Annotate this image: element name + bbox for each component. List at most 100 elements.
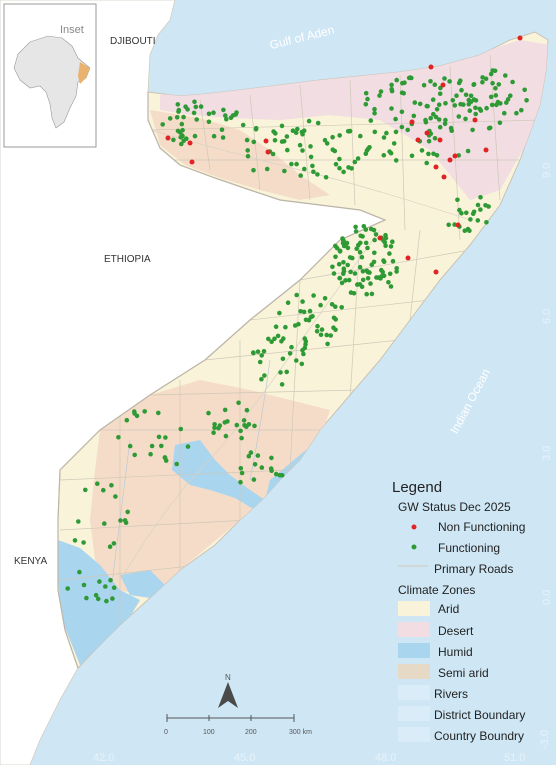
well-marker-functioning (360, 277, 366, 283)
well-marker-functioning (449, 128, 455, 133)
well-marker-functioning (353, 229, 359, 234)
well-marker-functioning (236, 400, 241, 406)
humid-zone-patch (120, 570, 165, 598)
well-marker-functioning (264, 166, 270, 172)
well-marker-functioning (464, 210, 469, 216)
well-marker-functioning (372, 237, 377, 243)
well-marker-functioning (97, 579, 102, 584)
well-marker-functioning (343, 278, 348, 283)
well-marker-functioning (266, 336, 271, 342)
well-marker-functioning (524, 98, 529, 103)
well-marker-functioning (387, 251, 392, 256)
well-marker-functioning (368, 281, 373, 286)
well-marker-functioning (325, 341, 330, 347)
well-marker-functioning (160, 122, 165, 127)
north-arrow: N (218, 673, 238, 708)
well-marker-non-functioning (437, 137, 443, 143)
latitude-ticks: 9.0 6.0 3.0 0.0 -3.0 (539, 163, 553, 749)
well-marker-functioning (375, 275, 381, 280)
well-marker-functioning (399, 109, 405, 115)
well-marker-functioning (493, 93, 499, 98)
well-marker-functioning (497, 120, 503, 126)
well-marker-functioning (367, 145, 372, 150)
well-marker-functioning (318, 332, 324, 338)
well-marker-functioning (333, 317, 339, 322)
well-marker-functioning (211, 430, 216, 436)
well-marker-functioning (273, 471, 279, 477)
well-marker-functioning (383, 243, 388, 248)
well-marker-functioning (279, 382, 285, 387)
well-marker-functioning (299, 129, 305, 135)
legend-semi-arid-label: Semi arid (438, 666, 489, 680)
well-marker-functioning (311, 169, 316, 175)
well-marker-functioning (357, 264, 363, 270)
well-marker-functioning (246, 453, 252, 459)
well-marker-functioning (423, 117, 428, 123)
well-marker-functioning (459, 87, 464, 93)
well-marker-functioning (383, 232, 388, 238)
well-marker-functioning (298, 309, 303, 314)
well-marker-functioning (177, 130, 183, 135)
well-marker-functioning (456, 153, 462, 158)
well-marker-functioning (330, 264, 335, 270)
well-marker-functioning (339, 305, 345, 310)
well-marker-functioning (191, 110, 197, 116)
well-marker-functioning (281, 139, 287, 144)
well-marker-functioning (270, 151, 276, 157)
well-marker-functioning (522, 87, 527, 93)
legend-climate-title: Climate Zones (398, 583, 475, 597)
legend-district-label: District Boundary (434, 708, 525, 722)
well-marker-functioning (272, 336, 277, 342)
well-marker-functioning (248, 450, 254, 455)
well-marker-functioning (93, 592, 99, 598)
well-marker-functioning (361, 224, 367, 229)
well-marker-functioning (179, 141, 184, 147)
well-marker-functioning (363, 102, 369, 107)
well-marker-functioning (341, 271, 346, 277)
well-marker-functioning (454, 93, 459, 98)
legend-arid-label: Arid (438, 602, 459, 616)
well-marker-functioning (475, 202, 481, 208)
well-marker-functioning (228, 115, 234, 121)
well-marker-functioning (251, 139, 257, 145)
well-marker-functioning (257, 359, 263, 365)
lon-tick-48: 48.0 (375, 752, 396, 764)
legend-roads-label: Primary Roads (434, 562, 513, 576)
lat-tick-9: 9.0 (541, 163, 553, 178)
well-marker-functioning (471, 82, 477, 87)
well-marker-functioning (386, 280, 391, 285)
well-marker-functioning (391, 141, 397, 146)
well-marker-functioning (101, 487, 106, 493)
well-marker-functioning (384, 130, 389, 136)
well-marker-functioning (142, 409, 147, 414)
well-marker-functioning (148, 451, 153, 457)
well-marker-functioning (394, 269, 399, 274)
well-marker-functioning (365, 269, 371, 275)
scale-tick-100: 100 (203, 729, 215, 736)
well-marker-functioning (458, 101, 463, 107)
well-marker-functioning (473, 98, 479, 103)
well-marker-functioning (377, 93, 382, 98)
well-marker-functioning (405, 127, 411, 133)
well-marker-functioning (302, 166, 307, 172)
well-marker-functioning (116, 435, 121, 440)
well-marker-functioning (310, 163, 315, 169)
well-marker-functioning (259, 353, 265, 358)
well-marker-functioning (348, 269, 353, 275)
well-marker-functioning (295, 126, 300, 132)
well-marker-functioning (284, 369, 290, 375)
well-marker-functioning (259, 465, 265, 470)
well-marker-non-functioning (263, 138, 269, 144)
well-marker-non-functioning (187, 140, 193, 146)
well-marker-functioning (393, 116, 398, 122)
well-marker-functioning (279, 339, 284, 344)
well-marker-functioning (348, 290, 354, 295)
well-marker-functioning (234, 110, 239, 115)
well-marker-non-functioning (189, 159, 195, 165)
well-marker-functioning (465, 226, 471, 232)
well-marker-functioning (223, 113, 228, 118)
well-marker-functioning (289, 161, 294, 167)
well-marker-functioning (81, 582, 87, 588)
well-marker-functioning (463, 92, 469, 98)
lat-tick-0: 0.0 (541, 590, 553, 605)
